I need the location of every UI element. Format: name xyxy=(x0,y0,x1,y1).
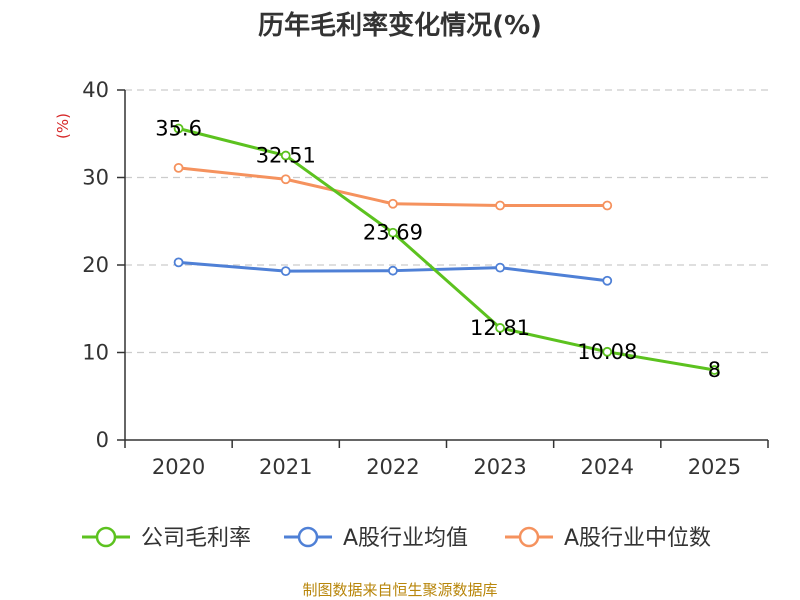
data-point xyxy=(388,227,398,238)
axes: 0 10 20 30 40 2020 2021 2022 2023 2024 2025 xyxy=(82,78,769,479)
data-label: 32.51 xyxy=(256,144,316,168)
data-point xyxy=(495,200,505,211)
data-point xyxy=(280,174,291,185)
x-tick-label: 2021 xyxy=(259,455,312,479)
series-line-0 xyxy=(178,127,715,372)
x-tick-label: 2020 xyxy=(152,455,205,479)
x-tick-label: 2022 xyxy=(366,455,419,479)
data-label: 35.6 xyxy=(155,117,202,141)
data-labels: 35.6 32.51 23.69 12.81 10.08 8 xyxy=(155,117,721,383)
series-lines xyxy=(173,123,720,375)
y-tick-label: 10 xyxy=(82,341,109,365)
x-tick-label: 2024 xyxy=(581,455,634,479)
data-point xyxy=(173,162,184,173)
y-tick-label: 0 xyxy=(96,428,109,452)
legend-label: A股行业均值 xyxy=(343,526,468,551)
data-point xyxy=(602,275,613,286)
data-label: 23.69 xyxy=(363,221,423,245)
legend-marker xyxy=(95,526,117,548)
data-point xyxy=(602,346,613,357)
y-axis-label: (%) xyxy=(54,113,72,139)
y-tick-label: 30 xyxy=(82,166,109,190)
data-label: 12.81 xyxy=(470,316,530,340)
data-point xyxy=(495,323,505,333)
data-point xyxy=(280,266,291,277)
chart-title: 历年毛利率变化情况(%) xyxy=(258,10,542,41)
grid-lines xyxy=(125,89,768,354)
data-label: 10.08 xyxy=(577,340,637,364)
legend-marker xyxy=(518,526,540,548)
legend: 公司毛利率 A股行业均值 A股行业中位数 xyxy=(82,526,711,551)
x-tick-label: 2025 xyxy=(688,455,741,479)
legend-marker xyxy=(297,526,319,548)
y-tick-label: 20 xyxy=(82,253,109,277)
data-label: 8 xyxy=(708,358,721,382)
data-point xyxy=(173,257,184,268)
data-point xyxy=(495,262,505,273)
data-point xyxy=(173,123,184,134)
data-point xyxy=(388,265,398,276)
legend-label: A股行业中位数 xyxy=(564,526,711,551)
data-point xyxy=(280,150,291,161)
source-note: 制图数据来自恒生聚源数据库 xyxy=(302,581,497,599)
data-point xyxy=(709,365,720,375)
data-point xyxy=(388,198,398,209)
x-tick-label: 2023 xyxy=(473,455,526,479)
data-point xyxy=(602,200,613,211)
legend-label: 公司毛利率 xyxy=(141,526,251,551)
y-tick-label: 40 xyxy=(82,78,109,102)
